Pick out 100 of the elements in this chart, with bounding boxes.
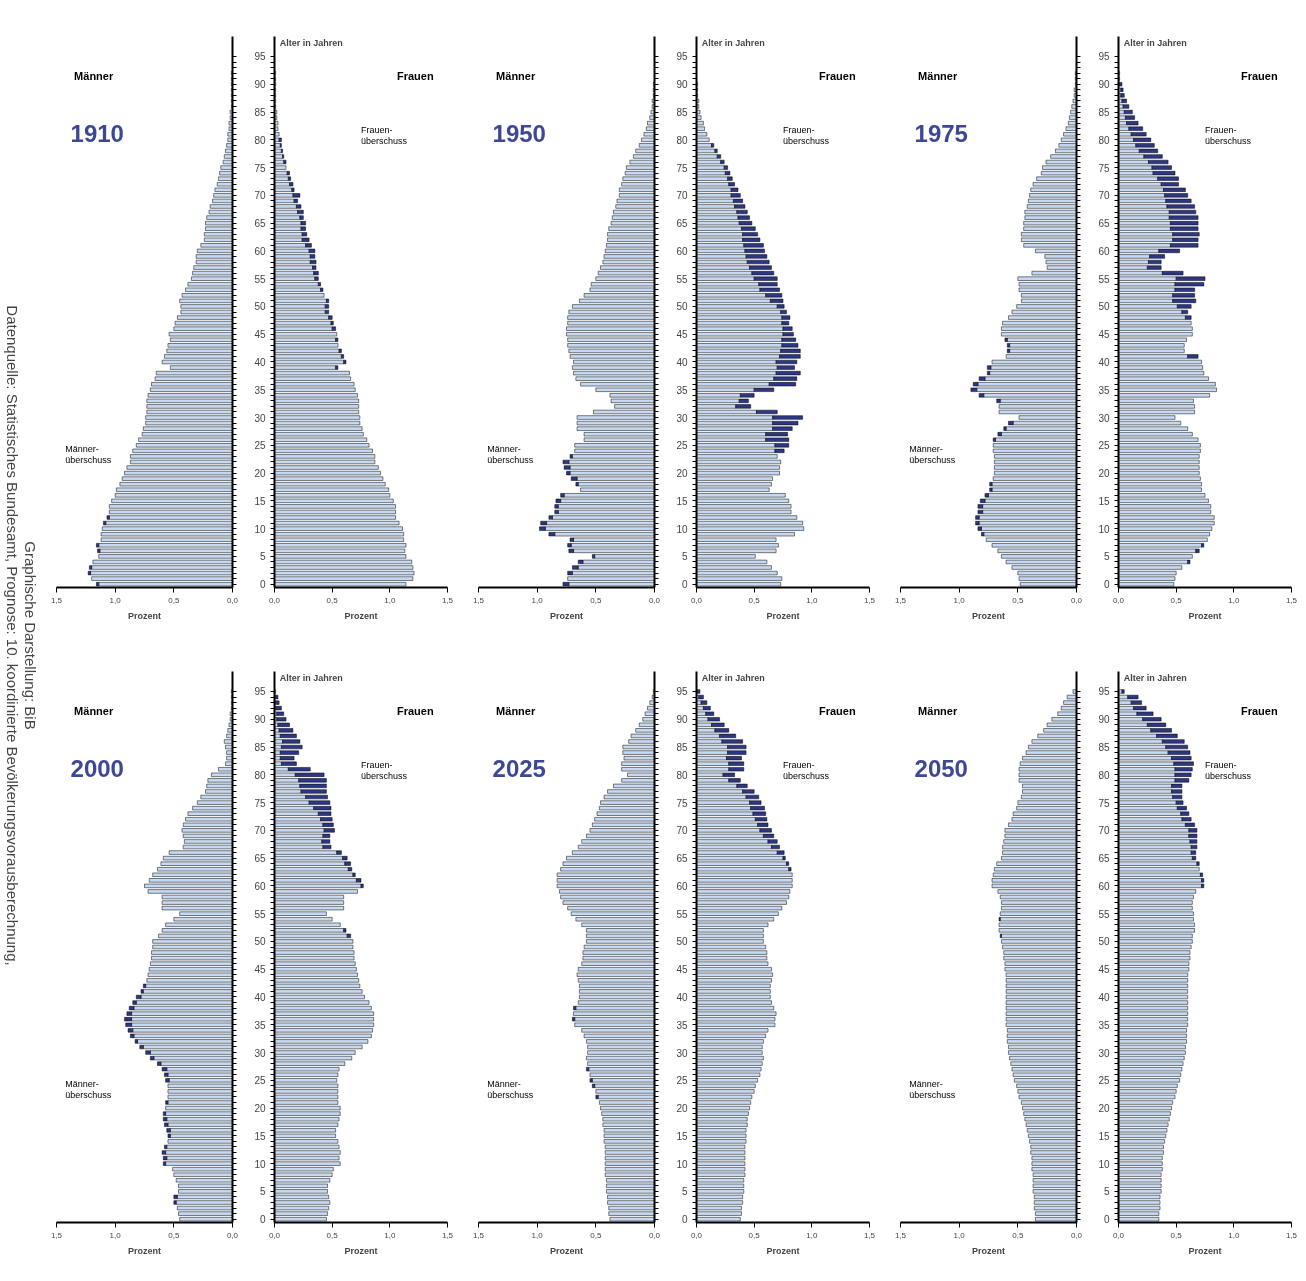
text: Männer	[74, 69, 114, 82]
y-tick-label: 90	[254, 79, 266, 91]
y-tick-label: 15	[254, 495, 266, 507]
x-tick-label: 0,5	[590, 595, 602, 605]
y-tick-label: 45	[254, 964, 266, 976]
y-tick-label: 25	[254, 440, 266, 452]
y-tick-label: 40	[676, 356, 688, 368]
y-tick-label: 70	[676, 190, 688, 202]
y-tick-label: 75	[254, 797, 266, 809]
x-tick-label: 0,5	[1170, 595, 1183, 605]
y-axis-title: Alter in Jahren	[279, 672, 343, 683]
y-tick-label: 15	[676, 495, 688, 507]
y-tick-label: 20	[1098, 1103, 1110, 1115]
x-tick-label: 0,0	[268, 1230, 281, 1240]
x-axis-title: Prozent	[766, 610, 800, 621]
x-tick-label: 0,5	[1012, 1230, 1024, 1240]
text: 1910	[70, 119, 124, 147]
text: Datenquelle: Statistisches Bundesamt, Prognose: 10. koordinierte Bevölkerungsvorausberechnung,	[4, 305, 21, 966]
x-axis-title: Prozent	[972, 1245, 1006, 1256]
text: 1975	[914, 119, 968, 147]
text: Frauen- überschuss	[783, 124, 830, 146]
y-tick-label: 10	[676, 523, 688, 535]
y-tick-label: 45	[1098, 329, 1110, 341]
x-tick-label: 1,0	[531, 595, 544, 605]
x-tick-label: 1,5	[472, 1230, 485, 1240]
text: Männer- überschuss	[65, 1079, 112, 1101]
y-tick-label: 55	[254, 908, 266, 920]
x-axis-title: Prozent	[766, 1245, 800, 1256]
y-tick-label: 40	[254, 356, 266, 368]
y-tick-label: 0	[1103, 1214, 1110, 1226]
x-tick-label: 1,0	[109, 595, 122, 605]
y-tick-label: 70	[1098, 825, 1110, 837]
y-tick-label: 40	[676, 991, 688, 1003]
y-tick-label: 15	[254, 1130, 266, 1142]
text: Frauen	[818, 69, 856, 82]
y-tick-label: 75	[254, 162, 266, 174]
text: Frauen	[1240, 69, 1278, 82]
y-tick-label: 45	[676, 329, 688, 341]
y-tick-label: 90	[676, 79, 688, 91]
y-tick-label: 75	[1098, 797, 1110, 809]
y-tick-label: 15	[676, 1130, 688, 1142]
y-tick-label: 95	[676, 51, 688, 63]
x-tick-label: 0,0	[1112, 1230, 1125, 1240]
y-tick-label: 95	[1098, 686, 1110, 698]
x-axis-title: Prozent	[550, 1245, 584, 1256]
y-tick-label: 0	[681, 1214, 688, 1226]
y-tick-label: 50	[254, 936, 266, 948]
y-tick-label: 75	[676, 162, 688, 174]
y-tick-label: 45	[254, 329, 266, 341]
x-axis-title: Prozent	[128, 1245, 162, 1256]
text: Männer	[918, 704, 958, 717]
x-tick-label: 1,0	[806, 595, 818, 605]
y-tick-label: 50	[676, 301, 688, 313]
y-tick-label: 30	[676, 1047, 688, 1059]
x-tick-label: 1,5	[472, 595, 485, 605]
text: Männer	[496, 704, 536, 717]
x-tick-label: 1,0	[953, 1230, 966, 1240]
x-tick-label: 1,0	[806, 1230, 818, 1240]
y-tick-label: 35	[676, 384, 688, 396]
text: Männer- überschuss	[487, 444, 534, 466]
y-tick-label: 80	[254, 134, 266, 146]
y-tick-label: 20	[676, 468, 688, 480]
x-axis-title: Prozent	[550, 610, 584, 621]
x-tick-label: 0,0	[648, 1230, 661, 1240]
x-axis-title: Prozent	[1188, 1245, 1222, 1256]
text: Frauen- überschuss	[783, 759, 830, 781]
y-tick-label: 85	[254, 107, 266, 119]
x-tick-label: 1,5	[894, 595, 907, 605]
text: Männer	[918, 69, 958, 82]
y-tick-label: 35	[676, 1019, 688, 1031]
y-tick-label: 60	[1098, 245, 1110, 257]
y-tick-label: 20	[254, 468, 266, 480]
y-tick-label: 95	[676, 686, 688, 698]
x-tick-label: 0,5	[590, 1230, 602, 1240]
y-axis-title: Alter in Jahren	[1123, 672, 1187, 683]
text: Graphische Darstellung: BiB	[22, 541, 39, 730]
y-tick-label: 60	[1098, 880, 1110, 892]
y-tick-label: 5	[1103, 551, 1110, 563]
y-tick-label: 30	[254, 412, 266, 424]
x-tick-label: 0,0	[226, 1230, 239, 1240]
y-tick-label: 10	[1098, 523, 1110, 535]
y-tick-label: 85	[254, 742, 266, 754]
y-tick-label: 65	[254, 853, 266, 865]
x-axis-title: Prozent	[344, 1245, 378, 1256]
x-tick-label: 1,0	[384, 1230, 396, 1240]
x-tick-label: 0,0	[1070, 1230, 1083, 1240]
y-tick-label: 10	[1098, 1158, 1110, 1170]
y-axis-title: Alter in Jahren	[701, 37, 765, 48]
y-tick-label: 25	[254, 1075, 266, 1087]
y-tick-label: 85	[676, 742, 688, 754]
text: 2025	[492, 754, 546, 782]
x-tick-label: 0,0	[268, 595, 281, 605]
text: Männer	[496, 69, 536, 82]
x-tick-label: 0,0	[648, 595, 661, 605]
y-tick-label: 55	[1098, 273, 1110, 285]
x-tick-label: 1,5	[1285, 595, 1298, 605]
y-tick-label: 40	[1098, 991, 1110, 1003]
y-axis-title: Alter in Jahren	[701, 672, 765, 683]
text: Frauen	[818, 704, 856, 717]
x-tick-label: 0,0	[1070, 595, 1083, 605]
